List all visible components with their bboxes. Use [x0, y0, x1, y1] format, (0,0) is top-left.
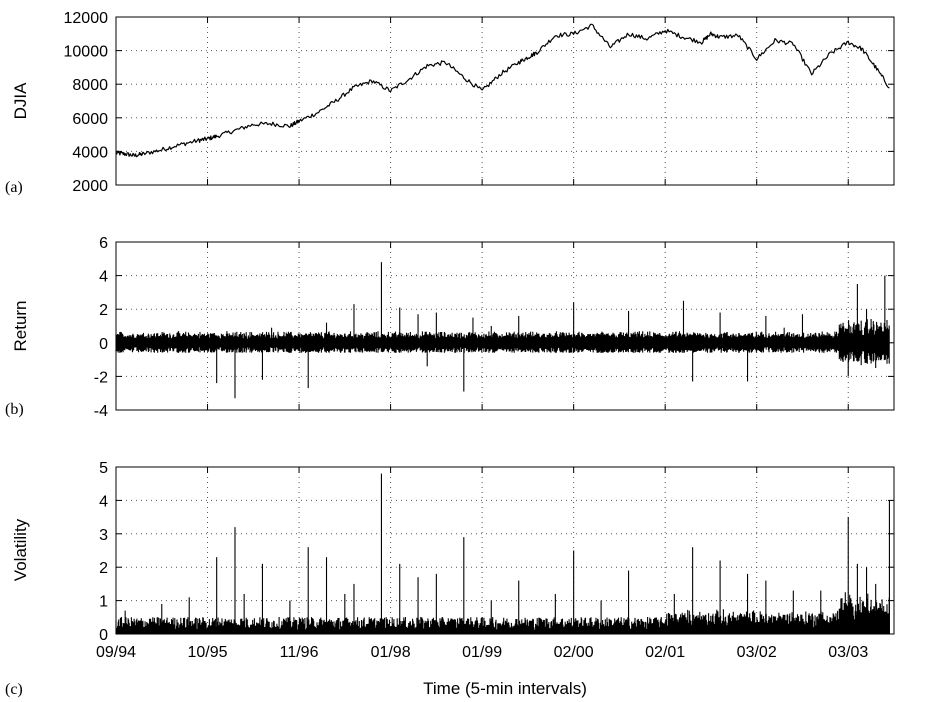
panel-c-grid: [116, 467, 894, 634]
y-tick-label: 6000: [72, 111, 108, 128]
y-tick-label: 2: [99, 560, 108, 577]
panel-a-label: (a): [5, 179, 23, 196]
y-tick-label: 2: [99, 302, 108, 319]
y-tick-label: -4: [94, 403, 108, 420]
panel-a-xticks: [115, 17, 849, 185]
y-tick-label: 4: [99, 493, 108, 510]
x-tick-label: 03/02: [737, 644, 777, 661]
panel-c-series: [115, 473, 890, 634]
panel-b-frame: [115, 241, 895, 411]
panel-b-yticks: 6 4 2 0 -2 -4: [94, 235, 894, 420]
y-tick-label: 2000: [72, 178, 108, 195]
y-tick-label: -2: [94, 369, 108, 386]
panel-a-djia: 12000 10000 8000 6000 4000 2000 DJIA (a): [5, 10, 895, 196]
y-tick-label: 1: [99, 594, 108, 611]
panel-a-grid: [116, 17, 894, 185]
panel-b-grid: [116, 242, 894, 410]
y-tick-label: 10000: [64, 44, 109, 61]
x-tick-label: 01/99: [462, 644, 502, 661]
panel-b-label: (b): [5, 401, 24, 418]
return-noise: [115, 319, 890, 366]
y-tick-label: 5: [99, 460, 108, 477]
y-tick-label: 0: [99, 336, 108, 353]
panel-c-label: (c): [5, 681, 23, 698]
y-tick-label: 3: [99, 527, 108, 544]
y-tick-label: 4000: [72, 144, 108, 161]
x-tick-label: 09/94: [96, 644, 136, 661]
x-tick-label: 01/98: [371, 644, 411, 661]
panel-b-xticks: [115, 242, 849, 410]
panel-c-ylabel: Volatility: [11, 518, 30, 581]
panel-b-ylabel: Return: [11, 300, 30, 351]
x-tick-label: 02/00: [554, 644, 594, 661]
panel-a-series: [115, 23, 890, 158]
panel-c-yticks: 5 4 3 2 1 0: [99, 460, 894, 644]
panel-a-ylabel: DJIA: [11, 82, 30, 120]
y-tick-label: 8000: [72, 77, 108, 94]
x-tick-label: 11/96: [280, 644, 319, 661]
x-axis-label: Time (5-min intervals): [423, 679, 587, 698]
panel-a-frame: [115, 16, 895, 186]
y-tick-label: 12000: [64, 10, 109, 27]
x-tick-label: 10/95: [188, 644, 228, 661]
x-tick-label: 03/03: [828, 644, 868, 661]
volatility-noise: [115, 592, 890, 634]
panel-c-volatility: 5 4 3 2 1 0 09/94 10/95 11/96 01/98 01/99 02/00 02/…: [5, 460, 895, 698]
panel-b-series: [115, 262, 890, 399]
y-tick-label: 0: [99, 627, 108, 644]
x-tick-label: 02/01: [645, 644, 685, 661]
panel-b-return: 6 4 2 0 -2 -4 Return (b): [5, 235, 895, 420]
y-tick-label: 6: [99, 235, 108, 252]
djia-line: [115, 23, 890, 158]
panel-c-frame: [115, 466, 895, 635]
y-tick-label: 4: [99, 269, 108, 286]
panel-c-xticks: 09/94 10/95 11/96 01/98 01/99 02/00 02/01 03/02…: [96, 467, 868, 661]
panel-a-yticks: 12000 10000 8000 6000 4000 2000: [64, 10, 894, 195]
